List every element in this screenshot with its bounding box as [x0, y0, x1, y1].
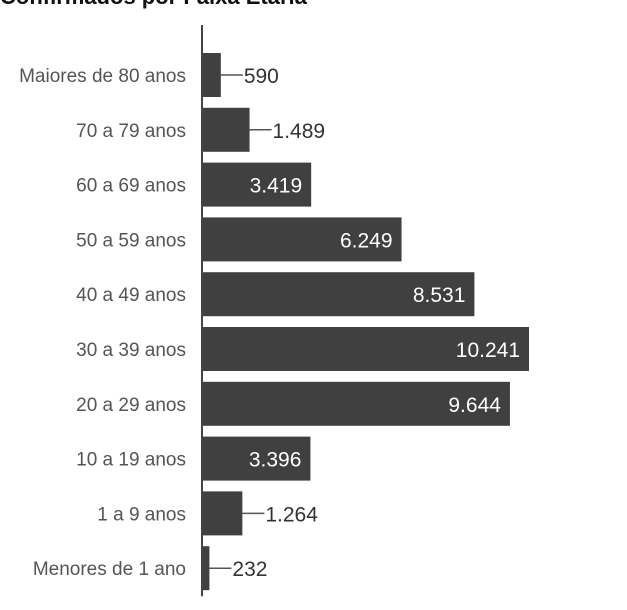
category-label: 1 a 9 anos [97, 504, 186, 525]
bar [202, 491, 243, 536]
category-label: 60 a 69 anos [76, 176, 186, 197]
value-label: 232 [232, 558, 267, 581]
value-label: 3.396 [249, 449, 302, 472]
category-label: Maiores de 80 anos [19, 66, 186, 87]
bar [202, 546, 210, 591]
category-label: 20 a 29 anos [76, 395, 186, 416]
bar [202, 53, 221, 97]
value-label: 8.531 [413, 284, 466, 307]
category-label: 50 a 59 anos [76, 230, 186, 251]
value-label: 1.489 [273, 120, 326, 143]
value-label: 6.249 [340, 229, 393, 252]
category-label: 70 a 79 anos [76, 121, 186, 142]
chart-title: Confirmados por Faixa Etária [0, 0, 307, 10]
value-label: 10.241 [456, 339, 520, 362]
bar [202, 162, 312, 207]
value-label: 590 [244, 65, 279, 88]
bar [202, 107, 250, 152]
category-label: 40 a 49 anos [76, 285, 186, 306]
value-label: 1.264 [265, 503, 318, 526]
bar [202, 327, 529, 371]
value-label: 9.644 [448, 394, 501, 417]
category-label: Menores de 1 ano [33, 559, 186, 580]
bar [202, 436, 311, 481]
bar [202, 217, 402, 262]
value-label: 3.419 [250, 175, 303, 198]
bar [202, 381, 510, 426]
bar [202, 272, 475, 317]
category-label: 30 a 39 anos [76, 340, 186, 361]
category-label: 10 a 19 anos [76, 450, 186, 471]
